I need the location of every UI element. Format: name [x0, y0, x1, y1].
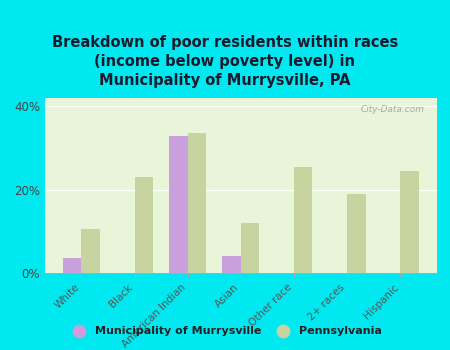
Bar — [347, 194, 365, 273]
Bar — [222, 256, 241, 273]
Bar — [400, 171, 418, 273]
Bar — [81, 229, 100, 273]
Bar — [188, 133, 206, 273]
Bar — [63, 258, 81, 273]
Bar — [294, 167, 312, 273]
Text: Breakdown of poor residents within races
(income below poverty level) in
Municip: Breakdown of poor residents within races… — [52, 35, 398, 89]
Text: City-Data.com: City-Data.com — [361, 105, 425, 114]
Bar — [169, 135, 188, 273]
Bar — [135, 177, 153, 273]
Legend: Municipality of Murrysville, Pennsylvania: Municipality of Murrysville, Pennsylvani… — [64, 322, 386, 341]
Bar — [241, 223, 259, 273]
